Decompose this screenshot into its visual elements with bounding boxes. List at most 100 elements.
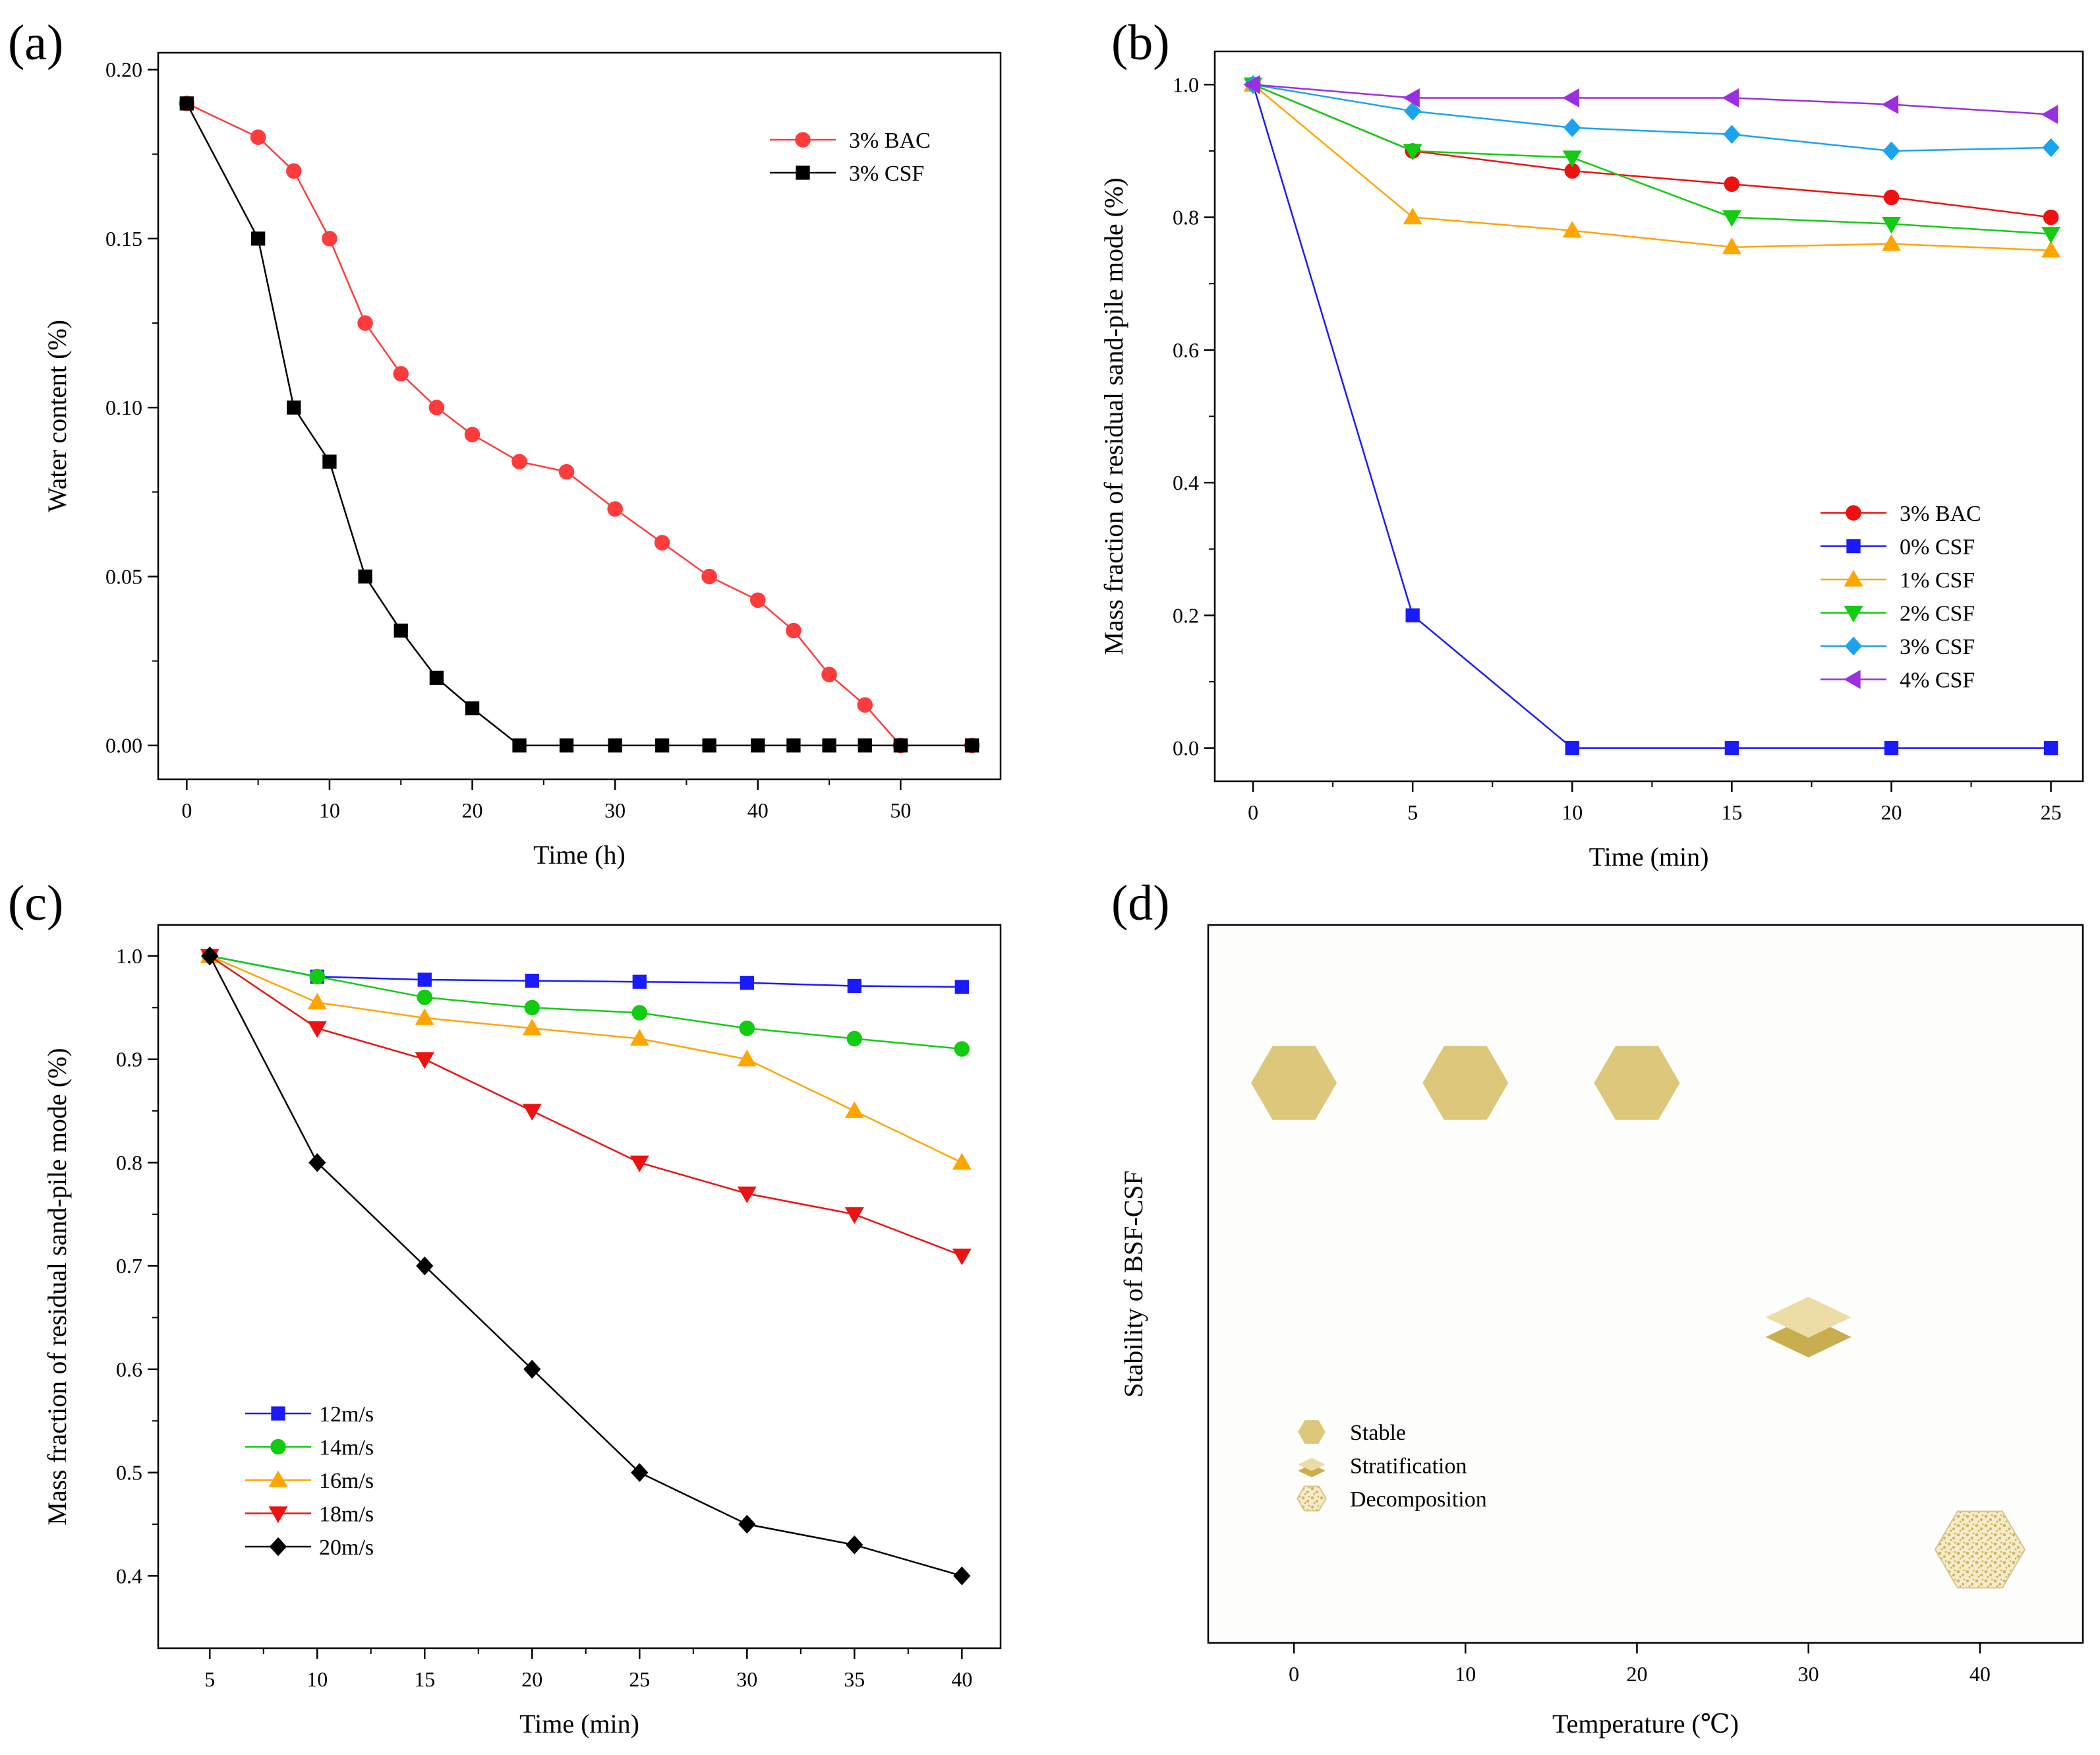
data-point: [1565, 741, 1579, 756]
x-tick-label: 30: [1798, 1662, 1819, 1686]
x-tick-label: 10: [1455, 1662, 1476, 1686]
y-tick-label: 0.4: [116, 1564, 142, 1588]
legend-label: 12m/s: [319, 1402, 374, 1427]
state-marker: [1765, 1296, 1852, 1338]
legend-label: 3% CSF: [849, 162, 924, 186]
data-point: [631, 1463, 649, 1482]
data-point: [309, 968, 326, 985]
data-point: [965, 738, 979, 753]
state-marker: [1934, 1510, 2026, 1589]
data-point: [629, 1028, 649, 1046]
data-point: [1883, 189, 1900, 206]
series-line: [1252, 84, 2051, 252]
data-point: [786, 622, 802, 639]
series-line: [210, 955, 962, 1050]
legend-marker: [1844, 570, 1863, 587]
x-tick-label: 0: [1248, 800, 1258, 824]
legend-marker: [795, 132, 811, 148]
data-point: [307, 1021, 327, 1038]
x-tick-label: 30: [604, 798, 626, 822]
data-point: [844, 1207, 864, 1224]
data-point: [558, 463, 575, 480]
data-point: [631, 1005, 648, 1021]
data-point: [1723, 125, 1741, 144]
data-point: [512, 738, 527, 753]
data-point: [559, 738, 574, 753]
data-point: [358, 569, 372, 584]
data-point: [1243, 74, 1260, 94]
data-point: [607, 501, 623, 517]
data-point: [1881, 95, 1899, 115]
data-point: [654, 535, 670, 550]
data-point: [738, 1514, 756, 1534]
data-point: [1884, 741, 1899, 756]
legend-marker: [268, 1470, 288, 1487]
x-axis-title: Time (min): [519, 1709, 639, 1739]
data-point: [1724, 741, 1739, 756]
data-point: [1562, 150, 1582, 167]
legend-label: 4% CSF: [1900, 669, 1975, 693]
data-point: [1722, 88, 1739, 107]
data-point: [846, 1535, 863, 1555]
data-point: [2042, 138, 2060, 158]
data-point: [701, 568, 717, 585]
data-point: [821, 667, 837, 682]
state-marker: [1422, 1046, 1509, 1120]
data-point: [953, 1566, 971, 1586]
legend-marker: [268, 1506, 288, 1524]
data-point: [2043, 741, 2058, 756]
series-line: [209, 955, 962, 1577]
y-tick-label: 0.7: [116, 1254, 142, 1278]
data-point: [393, 366, 409, 382]
plot-frame: [157, 924, 1002, 1650]
data-point: [822, 738, 836, 753]
data-point: [702, 738, 716, 753]
y-tick-label: 0.15: [105, 227, 142, 251]
data-point: [608, 738, 622, 753]
series-line: [186, 103, 972, 746]
data-point: [844, 1101, 864, 1118]
y-tick-label: 1.0: [116, 944, 142, 968]
y-tick-label: 0.10: [105, 396, 142, 419]
legend-label: 16m/s: [319, 1469, 374, 1493]
legend-marker: [1298, 1458, 1326, 1472]
data-point: [201, 946, 219, 966]
x-tick-label: 25: [629, 1667, 650, 1691]
y-tick-label: 0.20: [105, 58, 142, 82]
y-axis-title: Water content (%): [42, 320, 72, 512]
data-point: [357, 315, 373, 331]
data-point: [1562, 221, 1582, 238]
legend-marker: [270, 1439, 286, 1455]
series-line: [1252, 84, 2051, 749]
data-point: [307, 992, 327, 1010]
legend-label: 3% BAC: [849, 129, 931, 153]
data-point: [415, 1008, 434, 1025]
legend-label: 3% BAC: [1900, 502, 1981, 526]
data-point: [523, 1359, 541, 1379]
state-marker: [1594, 1046, 1680, 1120]
data-point: [1724, 176, 1740, 193]
data-point: [394, 623, 408, 638]
plot-frame: [1207, 924, 2084, 1644]
data-point: [1405, 608, 1420, 623]
x-tick-label: 10: [319, 798, 340, 822]
data-point: [522, 1019, 542, 1036]
data-point: [655, 738, 670, 753]
legend-marker: [796, 165, 810, 180]
data-point: [179, 96, 194, 111]
panel-c: (c) 5 10 15 20 25 30 35 40 0.4 0.5 0.6 0.7 0.8 0.9 1.0 T…: [8, 876, 1002, 1739]
data-point: [952, 1248, 972, 1266]
x-tick-label: 20: [462, 798, 483, 822]
x-axis-title: Time (min): [1589, 842, 1709, 872]
data-point: [524, 999, 540, 1016]
legend-marker: [1844, 605, 1863, 623]
x-tick-label: 20: [521, 1667, 542, 1691]
data-point: [1882, 141, 1900, 161]
data-point: [1881, 234, 1901, 251]
x-tick-label: 20: [1626, 1662, 1647, 1686]
x-tick-label: 50: [890, 798, 911, 822]
data-point: [629, 1155, 649, 1173]
y-tick-label: 0.5: [116, 1461, 142, 1485]
x-tick-label: 0: [181, 798, 192, 822]
data-point: [2041, 105, 2058, 125]
